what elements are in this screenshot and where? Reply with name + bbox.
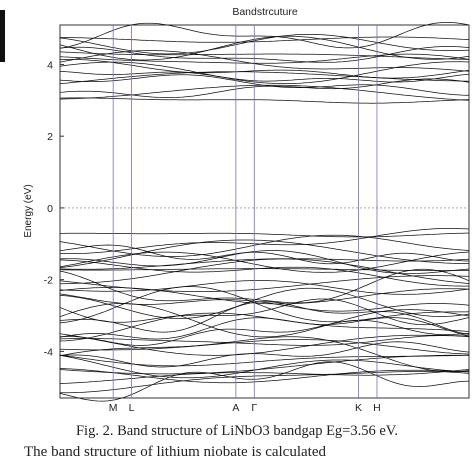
band-curves [59,22,470,402]
valence-band-curve [59,244,469,265]
valence-band-curve [59,336,470,373]
valence-band-curve [59,251,470,273]
plot-area: -4 -2 0 2 4 M L A Γ K H [44,22,470,414]
valence-band-curve [59,319,470,346]
conduction-band-curve [59,50,470,72]
valence-band-curve [60,258,470,285]
valence-band-curve [59,239,469,269]
conduction-band-curve [59,35,470,61]
k-point-label: A [232,402,239,414]
valence-band-curve [59,333,470,356]
valence-band-curve [59,301,470,335]
valence-band-curve [60,232,470,238]
valence-band-curve [59,287,470,319]
valence-band-curve [59,361,470,402]
y-tick-label: -2 [44,275,53,287]
figure-caption: Fig. 2. Band structure of LiNbO3 bandgap… [75,423,399,439]
conduction-band-curve [59,84,470,101]
valence-band-curve [59,355,470,379]
y-tick-label: -4 [44,346,53,358]
valence-band-curve [59,354,469,375]
valence-band-curve [59,228,470,254]
page-edge-mark [0,10,5,62]
valence-band-curve [59,268,469,271]
conduction-band-curve [59,97,470,104]
y-axis-label: Energy (eV) [23,184,34,237]
valence-band-curve [59,275,470,292]
conduction-band-curve [59,71,470,85]
conduction-band-curve [59,51,470,60]
valence-band-curve [60,371,470,394]
y-tick-label: 0 [47,203,53,215]
valence-band-curve [59,259,470,287]
conduction-band-curve [59,78,470,98]
conduction-band-curve [59,22,470,49]
valence-band-curve [59,317,470,340]
valence-band-curve [59,286,470,324]
valence-band-curve [59,368,470,384]
valence-band-curve [59,234,470,257]
conduction-band-curve [60,36,470,43]
chart-title: Bandstrcuture [232,6,298,18]
valence-band-curve [59,258,470,270]
conduction-band-curve [59,46,470,63]
y-tick-label: 2 [47,131,53,143]
k-point-label: Γ [251,402,257,414]
valence-band-curve [59,280,470,295]
valence-band-curve [59,368,470,384]
conduction-band-curve [59,70,470,83]
valence-band-curve [59,312,470,342]
valence-band-curve [59,287,470,305]
body-text-fragment: The band structure of lithium niobate is… [24,444,326,460]
valence-band-curve [59,339,470,355]
y-tick-label: 4 [47,59,53,71]
valence-band-curve [59,354,470,367]
conduction-band-curve [59,53,470,64]
k-point-label: H [373,402,381,414]
valence-band-curve [59,341,470,368]
valence-band-curve [59,298,470,326]
valence-band-curve [59,268,470,304]
k-point-label: M [109,402,118,414]
conduction-band-curve [59,74,470,96]
conduction-band-curve [59,61,470,84]
valence-band-curve [59,335,470,346]
valence-band-curve [59,303,470,338]
k-point-label: L [129,402,135,414]
conduction-band-curve [59,59,470,79]
plot-frame [59,24,470,399]
k-point-label: K [355,402,362,414]
conduction-band-curve [59,34,470,55]
